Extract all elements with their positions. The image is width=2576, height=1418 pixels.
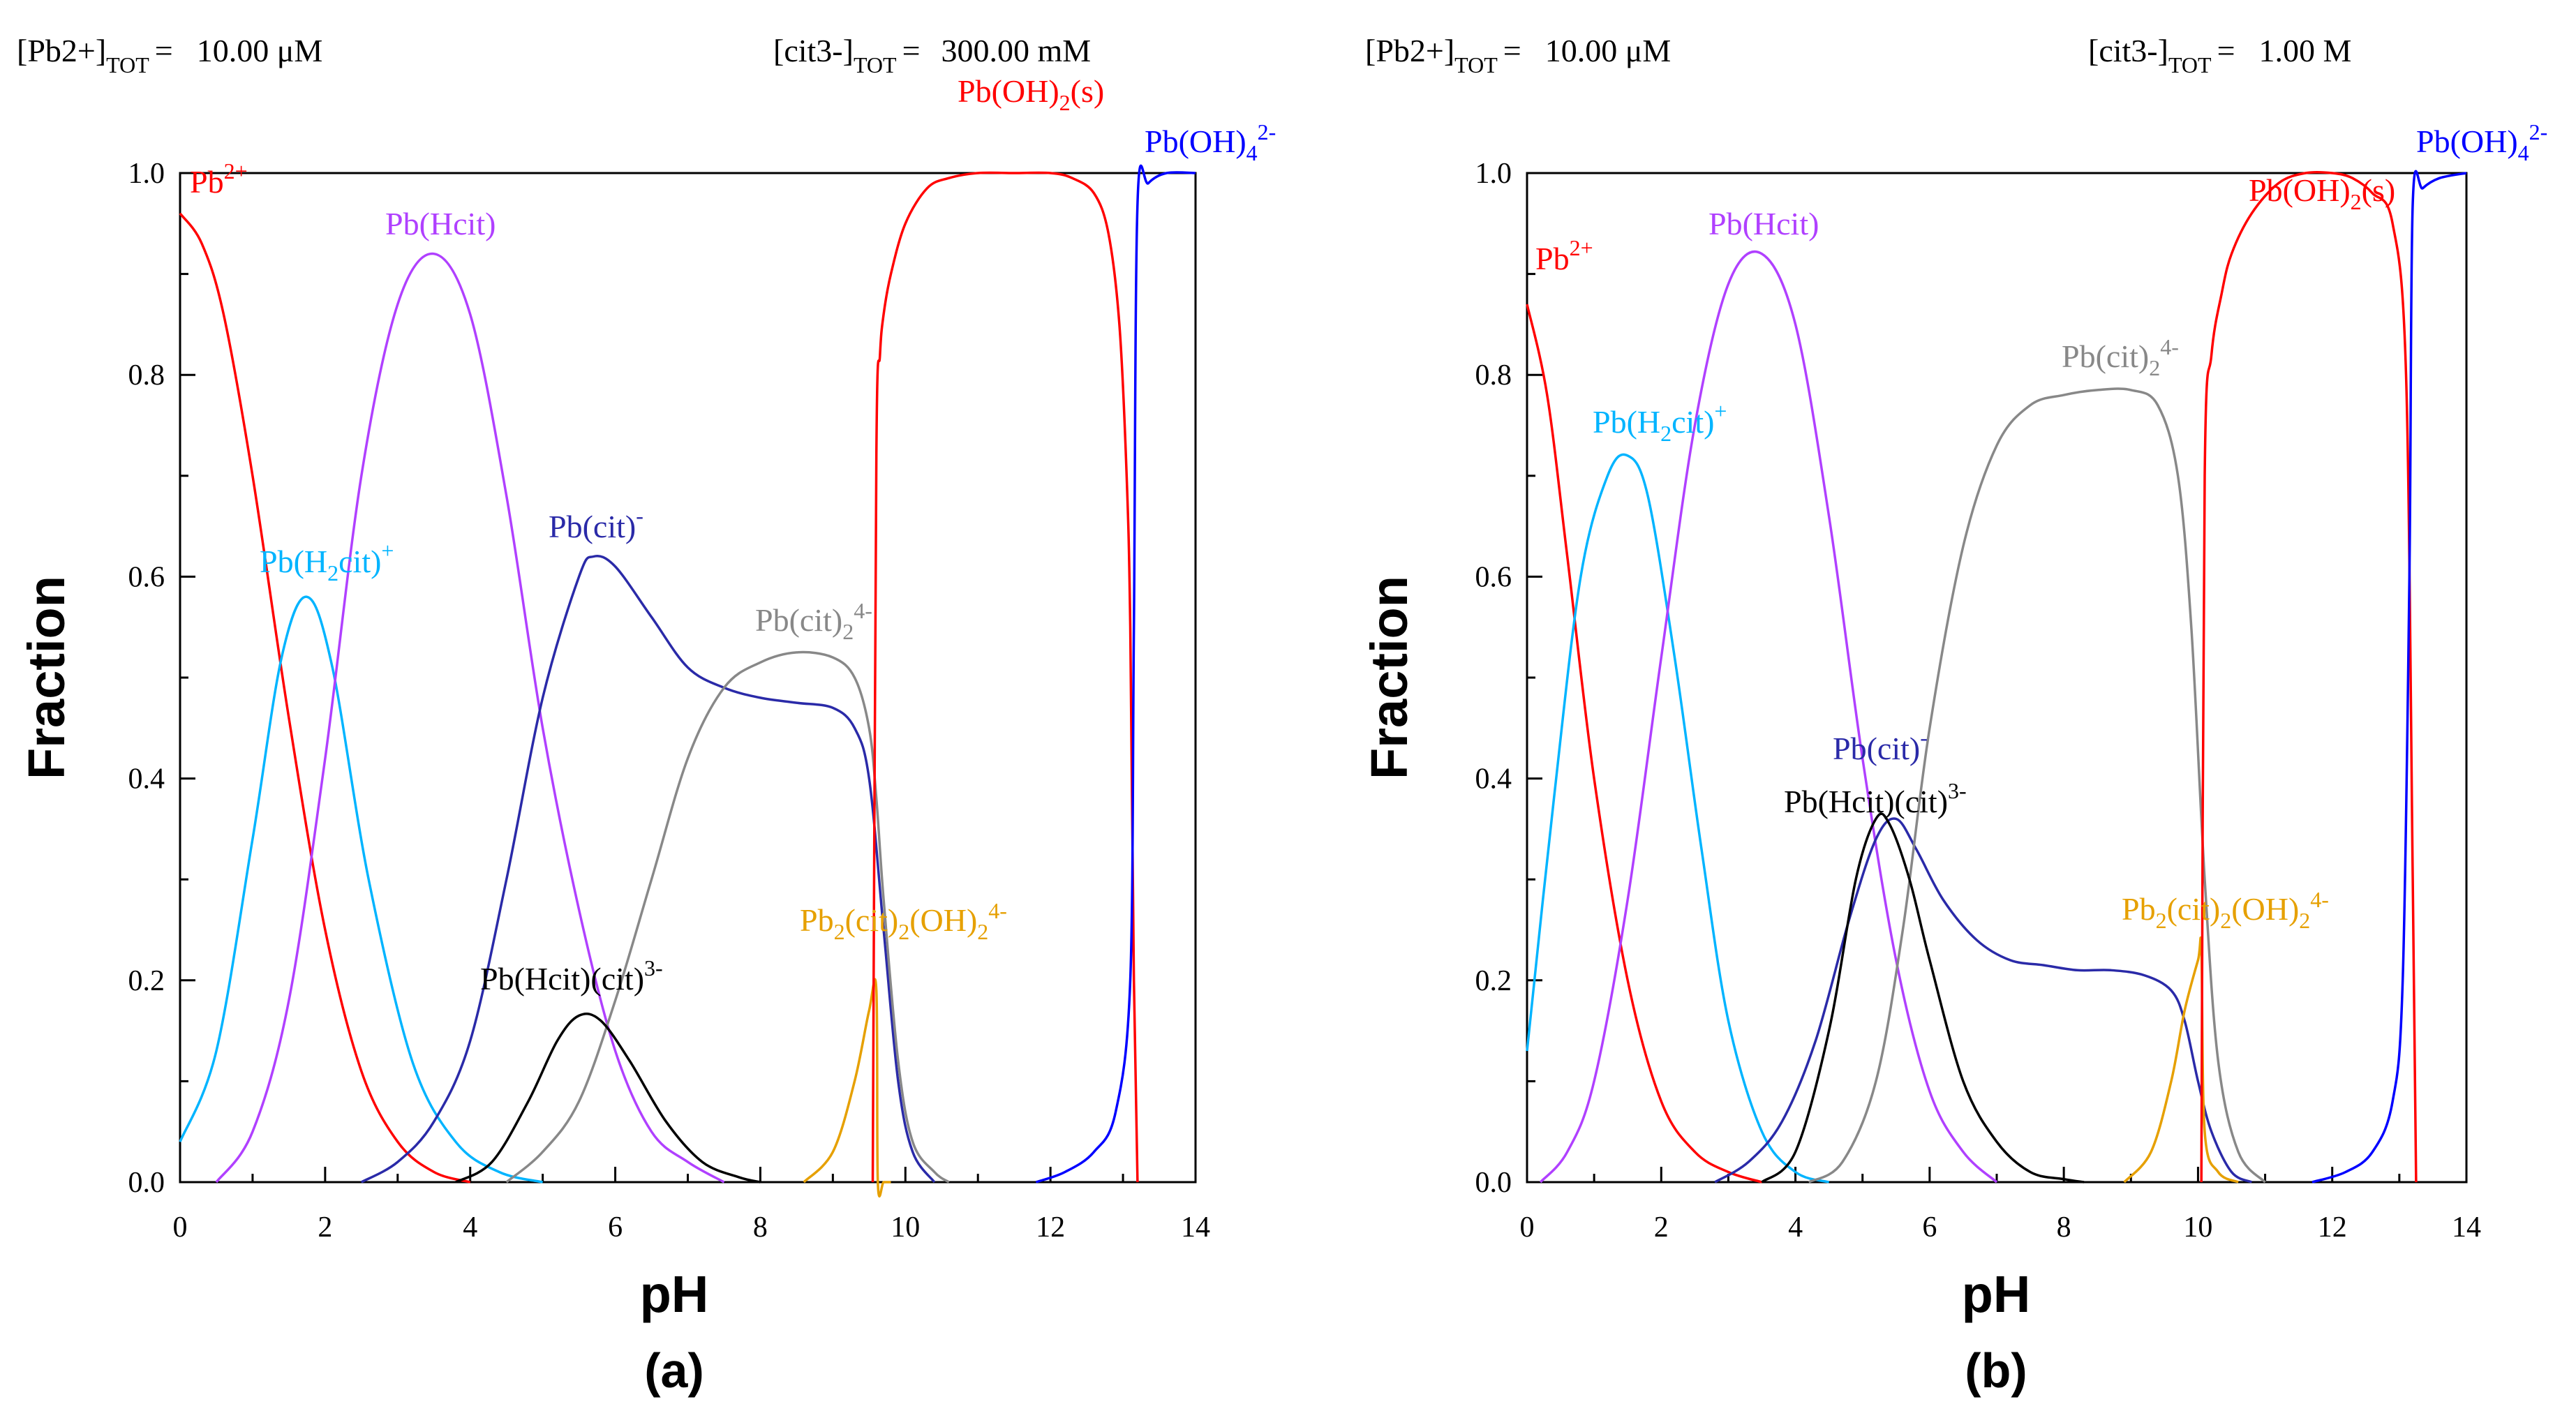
panel-a-label-pbcit: Pb(cit)- <box>549 503 643 544</box>
panel-b-label-pbh2cit: Pb(H2cit)+ <box>1593 398 1727 446</box>
series-line-pb-cit-2-4 <box>505 650 950 1184</box>
panel-b-label-pb2plus: Pb2+ <box>1535 235 1593 276</box>
panel-b-label: (b) <box>1965 1343 2027 1398</box>
x-tick-label: 10 <box>2183 1211 2212 1244</box>
panel-b: 0 2 4 6 8 10 12 14 0.0 0.2 0.4 0.6 0.8 1.0 [Pb2+]2+TO… <box>1360 33 2547 1398</box>
panel-b-label-pbhcit: Pb(Hcit) <box>1708 206 1819 241</box>
x-tick-label: 12 <box>2318 1211 2347 1244</box>
panel-b-label-pbcit2: Pb(cit)24- <box>2062 334 2179 380</box>
y-tick-label: 1.0 <box>128 158 165 190</box>
series-line-pb-oh-4-2 <box>1035 164 1196 1184</box>
series-line-pb2 <box>179 212 471 1184</box>
series-line-pb-hcit <box>1539 250 1998 1184</box>
y-tick-label: 0.2 <box>128 965 165 997</box>
series-line-pb-oh-4-2 <box>2311 170 2467 1184</box>
panel-b-curves <box>1526 170 2467 1184</box>
series-line-pb-hcit-cit-3 <box>455 1012 761 1184</box>
panel-a-label-pbhcitcit: Pb(Hcit)(cit)3- <box>480 955 663 997</box>
series-line-pb-hcit <box>215 252 725 1184</box>
panel-a-cit-total: [cit3-]3-TOT=300.00 mM <box>773 33 1091 77</box>
panel-b-cit-total: [cit3-]3-TOT=1.00 M <box>2088 33 2351 77</box>
panel-b-pb-total: [Pb2+]2+TOT=10.00 μM <box>1365 33 1671 77</box>
x-tick-label: 14 <box>2452 1211 2481 1244</box>
panel-b-plot-frame <box>1526 172 2468 1184</box>
y-tick-label: 1.0 <box>1475 158 1512 190</box>
panel-b-y-axis-title: Fraction <box>1360 576 1418 779</box>
y-tick-label: 0.8 <box>128 359 165 391</box>
y-tick-label: 0.0 <box>1475 1167 1512 1199</box>
panel-a-plot-frame <box>179 172 1197 1184</box>
panel-a-label-pbh2cit: Pb(H2cit)+ <box>260 538 394 585</box>
panel-a-ticks: 0 2 4 6 8 10 12 14 0.0 0.2 0.4 0.6 0.8 1.0 <box>128 158 1211 1244</box>
x-tick-label: 14 <box>1181 1211 1210 1244</box>
panel-a-label-pboh2s: Pb(OH)2(s) <box>958 73 1104 115</box>
y-tick-label: 0.6 <box>1475 561 1512 593</box>
panel-b-label-pbhcitcit: Pb(Hcit)(cit)3- <box>1784 778 1967 819</box>
panel-a-label: (a) <box>644 1343 704 1398</box>
panel-a-label-pb2cit2oh2: Pb2(cit)2(OH)24- <box>800 898 1007 944</box>
x-tick-label: 8 <box>2057 1211 2071 1244</box>
x-tick-label: 8 <box>753 1211 768 1244</box>
series-line-pb2-cit-2-oh-2-4 <box>2123 936 2239 1184</box>
panel-a-x-axis-title: pH <box>640 1265 709 1323</box>
x-tick-label: 2 <box>318 1211 332 1244</box>
y-tick-label: 0.2 <box>1475 965 1512 997</box>
x-tick-label: 6 <box>1922 1211 1937 1244</box>
panel-b-label-pboh2s: Pb(OH)2(s) <box>2249 172 2395 214</box>
panel-a-label-pbcit2: Pb(cit)24- <box>755 598 872 644</box>
x-tick-label: 4 <box>463 1211 477 1244</box>
panel-a: 0 2 4 6 8 10 12 14 0.0 0.2 0.4 0.6 0.8 1.0 [Pb2+]2+TO… <box>17 33 1276 1398</box>
y-tick-label: 0.0 <box>128 1167 165 1199</box>
series-line-pb2-cit-2-oh-2-4 <box>803 978 891 1197</box>
series-line-pb-cit <box>360 554 936 1184</box>
y-tick-label: 0.4 <box>1475 763 1512 796</box>
panel-a-label-pbhcit: Pb(Hcit) <box>385 206 496 241</box>
panel-b-label-pboh4: Pb(OH)42- <box>2416 119 2547 165</box>
panel-b-label-pbcit: Pb(cit)- <box>1833 725 1928 766</box>
x-tick-label: 4 <box>1788 1211 1803 1244</box>
panel-a-label-pboh4: Pb(OH)42- <box>1145 119 1276 165</box>
panel-a-label-pb2plus: Pb2+ <box>190 158 248 200</box>
panel-b-x-axis-title: pH <box>1962 1265 2031 1323</box>
series-line-pb2 <box>1526 304 1763 1184</box>
panel-b-label-pb2cit2oh2: Pb2(cit)2(OH)24- <box>2122 887 2329 933</box>
series-line-pb-oh-2-s <box>2200 170 2418 1183</box>
panel-a-curves <box>179 164 1196 1197</box>
panel-a-y-axis-title: Fraction <box>17 576 75 779</box>
series-line-pb-cit-2-4 <box>1808 387 2266 1184</box>
series-line-pb-oh-2-s <box>871 171 1139 1183</box>
y-tick-label: 0.8 <box>1475 359 1512 391</box>
x-tick-label: 6 <box>608 1211 623 1244</box>
panel-b-ticks: 0 2 4 6 8 10 12 14 0.0 0.2 0.4 0.6 0.8 1.0 <box>1475 158 2482 1244</box>
x-tick-label: 0 <box>173 1211 188 1244</box>
series-line-pb-hcit-cit-3 <box>1761 812 2085 1184</box>
series-line-pb-h2cit <box>1526 453 1830 1184</box>
y-tick-label: 0.6 <box>128 561 165 593</box>
x-tick-label: 12 <box>1036 1211 1065 1244</box>
x-tick-label: 10 <box>891 1211 920 1244</box>
y-tick-label: 0.4 <box>128 763 165 796</box>
x-tick-label: 2 <box>1654 1211 1669 1244</box>
series-line-pb-h2cit <box>179 595 543 1184</box>
panel-a-pb-total: [Pb2+]2+TOT=10.00 μM <box>17 33 322 77</box>
x-tick-label: 0 <box>1520 1211 1535 1244</box>
series-line-pb-cit <box>1714 817 2253 1184</box>
